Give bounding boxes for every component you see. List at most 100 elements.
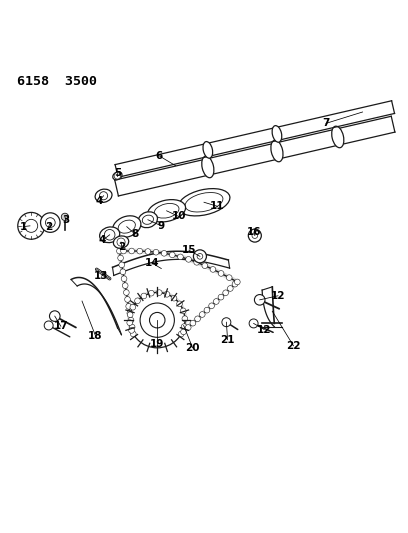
- Circle shape: [171, 295, 177, 301]
- Circle shape: [210, 266, 216, 272]
- Ellipse shape: [272, 126, 282, 142]
- Circle shape: [100, 192, 108, 200]
- Circle shape: [130, 304, 135, 310]
- Circle shape: [145, 249, 151, 254]
- Text: 21: 21: [220, 335, 235, 345]
- Circle shape: [131, 331, 136, 337]
- Circle shape: [195, 316, 200, 321]
- Circle shape: [140, 303, 174, 337]
- Circle shape: [177, 301, 182, 306]
- Ellipse shape: [113, 216, 141, 238]
- Circle shape: [44, 321, 53, 330]
- Circle shape: [202, 263, 208, 269]
- Ellipse shape: [148, 200, 186, 222]
- Circle shape: [122, 283, 128, 288]
- Circle shape: [117, 248, 122, 254]
- Circle shape: [197, 254, 203, 259]
- Text: 6158  3500: 6158 3500: [17, 75, 97, 87]
- Circle shape: [25, 220, 38, 232]
- Text: 12: 12: [271, 291, 285, 301]
- Ellipse shape: [95, 189, 112, 203]
- Circle shape: [49, 311, 60, 321]
- Text: 2: 2: [118, 242, 126, 252]
- Circle shape: [181, 329, 186, 335]
- Circle shape: [228, 286, 233, 292]
- Circle shape: [117, 238, 125, 246]
- Circle shape: [200, 312, 205, 317]
- Circle shape: [156, 290, 162, 295]
- Circle shape: [185, 325, 191, 330]
- Circle shape: [141, 293, 147, 299]
- Circle shape: [218, 271, 224, 276]
- Circle shape: [130, 293, 185, 348]
- Circle shape: [193, 250, 206, 263]
- Ellipse shape: [271, 140, 283, 162]
- Text: 16: 16: [247, 227, 261, 237]
- Circle shape: [40, 213, 60, 232]
- Text: 12: 12: [257, 325, 271, 335]
- Circle shape: [127, 310, 133, 316]
- Circle shape: [209, 303, 215, 309]
- Circle shape: [218, 294, 224, 300]
- Circle shape: [182, 316, 188, 321]
- Ellipse shape: [178, 189, 230, 216]
- Ellipse shape: [138, 212, 157, 228]
- Circle shape: [194, 260, 200, 265]
- Circle shape: [119, 262, 124, 268]
- Circle shape: [249, 319, 258, 328]
- Circle shape: [61, 213, 69, 221]
- Circle shape: [129, 324, 135, 330]
- Ellipse shape: [113, 172, 122, 180]
- Circle shape: [169, 252, 175, 258]
- Text: 3: 3: [62, 215, 69, 225]
- Text: 2: 2: [44, 222, 52, 232]
- Ellipse shape: [118, 220, 135, 233]
- Circle shape: [223, 290, 228, 296]
- Circle shape: [153, 249, 159, 255]
- Text: 18: 18: [88, 330, 103, 341]
- Circle shape: [126, 303, 131, 309]
- Circle shape: [190, 320, 196, 326]
- Circle shape: [129, 328, 134, 333]
- Circle shape: [161, 251, 167, 256]
- Circle shape: [204, 308, 210, 313]
- Ellipse shape: [142, 215, 153, 224]
- Ellipse shape: [202, 156, 214, 177]
- Circle shape: [121, 276, 127, 281]
- Text: 8: 8: [131, 229, 138, 239]
- Polygon shape: [115, 101, 395, 177]
- Circle shape: [149, 312, 165, 328]
- Circle shape: [118, 255, 124, 261]
- Circle shape: [137, 248, 143, 254]
- Text: 11: 11: [210, 201, 225, 211]
- Text: 19: 19: [150, 339, 164, 349]
- Ellipse shape: [113, 236, 129, 248]
- Circle shape: [125, 296, 131, 302]
- Text: 17: 17: [53, 321, 68, 332]
- Circle shape: [232, 281, 238, 287]
- Text: 22: 22: [286, 341, 301, 351]
- Circle shape: [255, 295, 265, 305]
- Text: 13: 13: [94, 271, 109, 281]
- Circle shape: [226, 275, 232, 280]
- Circle shape: [164, 292, 170, 297]
- Ellipse shape: [332, 126, 344, 148]
- Circle shape: [18, 213, 44, 239]
- Circle shape: [149, 290, 154, 296]
- Text: 4: 4: [99, 236, 106, 246]
- Circle shape: [181, 324, 187, 329]
- Text: 20: 20: [185, 343, 200, 353]
- Circle shape: [213, 298, 219, 304]
- Circle shape: [135, 298, 140, 304]
- Text: 1: 1: [20, 222, 27, 232]
- Ellipse shape: [185, 192, 223, 212]
- Circle shape: [121, 248, 126, 254]
- Circle shape: [180, 308, 186, 314]
- Circle shape: [248, 229, 262, 242]
- Circle shape: [252, 233, 258, 238]
- Circle shape: [104, 230, 115, 240]
- Text: 4: 4: [96, 196, 103, 206]
- Polygon shape: [115, 116, 395, 196]
- Circle shape: [127, 320, 133, 326]
- Circle shape: [222, 318, 231, 327]
